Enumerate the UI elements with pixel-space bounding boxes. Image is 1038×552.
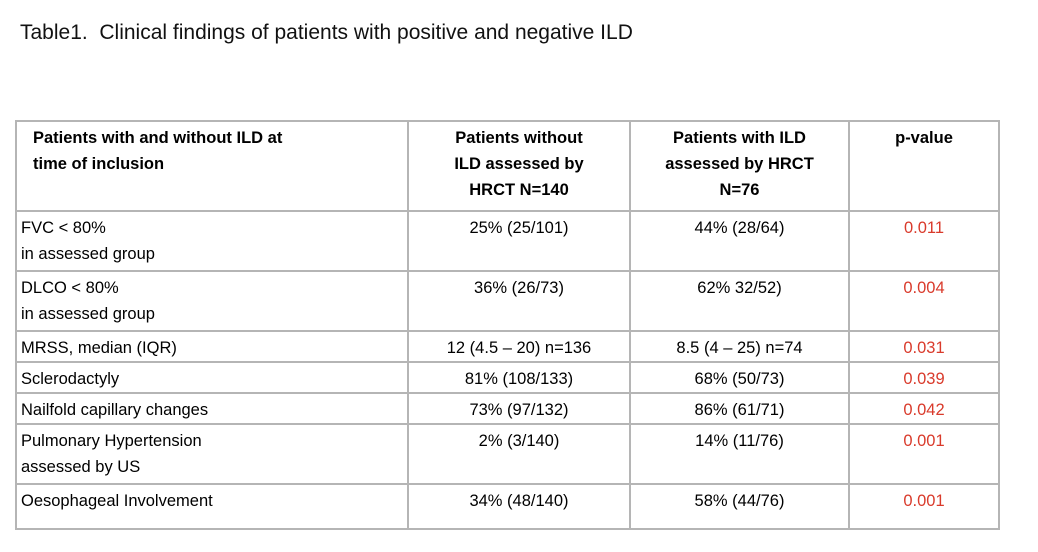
- column-header-p-value: p-value: [848, 120, 1000, 212]
- row-label: Nailfold capillary changes: [15, 392, 409, 425]
- with-ild-value: 86% (61/71): [629, 392, 850, 425]
- clinical-findings-table: Patients with and without ILD at time of…: [15, 120, 1000, 530]
- with-ild-value: 8.5 (4 – 25) n=74: [629, 330, 850, 363]
- row-label: Oesophageal Involvement: [15, 483, 409, 530]
- with-ild-value: 44% (28/64): [629, 210, 850, 272]
- without-ild-value: 34% (48/140): [407, 483, 631, 530]
- column-header-with-ild: Patients with ILD assessed by HRCT N=76: [629, 120, 850, 212]
- table-row: MRSS, median (IQR) 12 (4.5 – 20) n=136 8…: [15, 330, 1000, 363]
- with-ild-value: 58% (44/76): [629, 483, 850, 530]
- p-value: 0.039: [848, 361, 1000, 394]
- row-label: Sclerodactyly: [15, 361, 409, 394]
- with-ild-value: 62% 32/52): [629, 270, 850, 332]
- without-ild-value: 36% (26/73): [407, 270, 631, 332]
- without-ild-value: 73% (97/132): [407, 392, 631, 425]
- p-value: 0.001: [848, 423, 1000, 485]
- without-ild-value: 2% (3/140): [407, 423, 631, 485]
- header-row: Patients with and without ILD at time of…: [15, 120, 1000, 212]
- table-row: FVC < 80% in assessed group 25% (25/101)…: [15, 210, 1000, 272]
- row-label: Pulmonary Hypertension assessed by US: [15, 423, 409, 485]
- p-value: 0.001: [848, 483, 1000, 530]
- without-ild-value: 81% (108/133): [407, 361, 631, 394]
- without-ild-value: 25% (25/101): [407, 210, 631, 272]
- table-row: Sclerodactyly 81% (108/133) 68% (50/73) …: [15, 361, 1000, 394]
- p-value: 0.011: [848, 210, 1000, 272]
- p-value: 0.031: [848, 330, 1000, 363]
- table-row: Pulmonary Hypertension assessed by US 2%…: [15, 423, 1000, 485]
- p-value: 0.004: [848, 270, 1000, 332]
- table-row: DLCO < 80% in assessed group 36% (26/73)…: [15, 270, 1000, 332]
- with-ild-value: 68% (50/73): [629, 361, 850, 394]
- without-ild-value: 12 (4.5 – 20) n=136: [407, 330, 631, 363]
- table-row: Nailfold capillary changes 73% (97/132) …: [15, 392, 1000, 425]
- column-header-patients: Patients with and without ILD at time of…: [15, 120, 409, 212]
- row-label: DLCO < 80% in assessed group: [15, 270, 409, 332]
- with-ild-value: 14% (11/76): [629, 423, 850, 485]
- p-value: 0.042: [848, 392, 1000, 425]
- row-label: FVC < 80% in assessed group: [15, 210, 409, 272]
- column-header-without-ild: Patients without ILD assessed by HRCT N=…: [407, 120, 631, 212]
- row-label: MRSS, median (IQR): [15, 330, 409, 363]
- table-title: Table1. Clinical findings of patients wi…: [20, 21, 633, 44]
- table-row: Oesophageal Involvement 34% (48/140) 58%…: [15, 483, 1000, 530]
